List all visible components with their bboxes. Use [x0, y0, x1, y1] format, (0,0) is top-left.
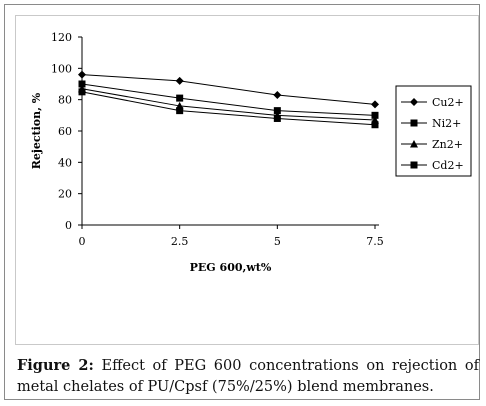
data-point: [78, 70, 86, 79]
y-tick-label: 120: [51, 31, 72, 44]
y-tick-label: 20: [58, 188, 72, 201]
data-point: [273, 107, 281, 115]
figure-frame: Figure 2: Effect of PEG 600 concentratio…: [4, 4, 480, 400]
chart-area: [15, 15, 479, 345]
y-axis-title: Rejection, %: [30, 92, 43, 169]
x-tick-label: 2.5: [171, 235, 189, 248]
data-point: [273, 90, 282, 99]
y-tick-label: 100: [51, 62, 72, 75]
line-chart: 0 20 40 60 80 100 120 0 2.5 5 7.5 PEG 600,wt% Reject…: [30, 31, 472, 274]
y-tick-label: 0: [65, 219, 72, 232]
data-point: [371, 100, 379, 109]
data-point: [273, 114, 281, 122]
legend-swatch-marker: [410, 161, 418, 169]
figure-caption: Figure 2: Effect of PEG 600 concentratio…: [17, 355, 479, 398]
series-line: [81, 91, 376, 126]
data-point: [78, 80, 86, 88]
data-point: [371, 121, 379, 129]
data-point: [78, 88, 86, 96]
data-point: [176, 107, 184, 115]
data-point: [176, 94, 184, 102]
legend-swatch-marker: [410, 119, 418, 127]
y-tick-label: 80: [58, 94, 72, 107]
x-tick-label: 7.5: [366, 235, 384, 248]
x-tick-label: 5: [274, 235, 281, 248]
legend-swatch-marker: [410, 98, 418, 106]
legend-label: Zn2+: [432, 138, 463, 151]
series-line: [81, 88, 376, 121]
data-point: [371, 111, 379, 119]
legend-swatch-marker: [410, 140, 418, 148]
legend-label: Cu2+: [432, 96, 464, 109]
x-tick-label: 0: [79, 235, 86, 248]
data-point: [175, 76, 184, 85]
legend-label: Cd2+: [432, 159, 464, 172]
caption-label: Figure 2:: [17, 357, 94, 374]
x-axis-title: PEG 600,wt%: [190, 261, 272, 274]
legend-label: Ni2+: [432, 117, 461, 130]
series-line: [81, 83, 376, 116]
y-tick-label: 60: [58, 125, 72, 138]
y-tick-label: 40: [58, 156, 72, 169]
legend-box: [395, 85, 472, 177]
caption-text: Effect of PEG 600 concentrations on reje…: [17, 358, 479, 395]
series-line: [81, 74, 376, 105]
